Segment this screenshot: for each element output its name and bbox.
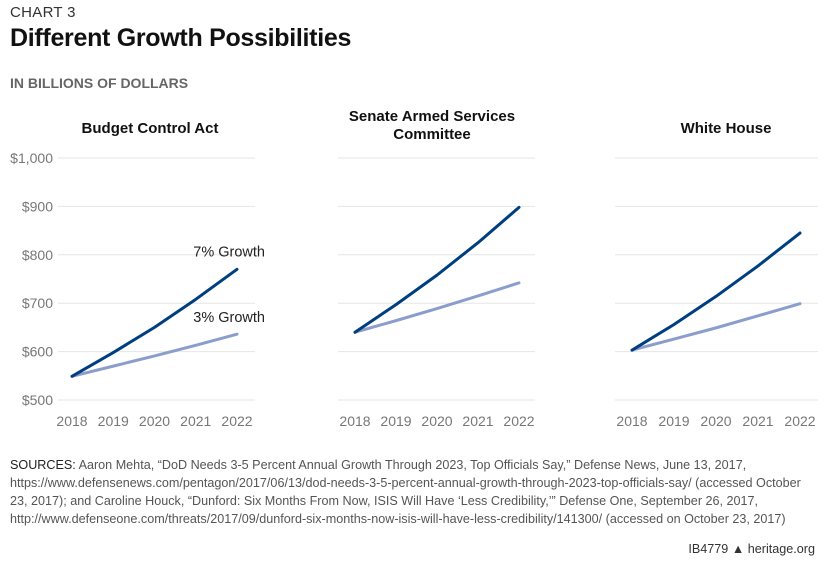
panel-title: White House — [681, 120, 772, 137]
chart-number: CHART 3 — [10, 4, 76, 21]
sources-text: Aaron Mehta, “DoD Needs 3-5 Percent Annu… — [10, 458, 801, 526]
panel-title: Senate Armed Services — [349, 108, 515, 125]
x-tick-label: 2019 — [98, 413, 129, 429]
x-tick-label: 2018 — [56, 413, 87, 429]
footer: IB4779 ▲ heritage.org — [688, 542, 815, 556]
charts-svg: $500 $600 $700 $800 $900 $1,000 2018 2019 2020 20… — [10, 108, 818, 429]
panel-title: Budget Control Act — [82, 120, 219, 137]
sources-label: SOURCES: — [10, 458, 76, 472]
series-line — [70, 332, 239, 378]
x-tick-label: 2022 — [784, 413, 815, 429]
series-line — [630, 302, 802, 352]
y-tick-label: $800 — [22, 247, 53, 263]
y-tick-label: $1,000 — [10, 150, 53, 166]
x-tick-label: 2020 — [421, 413, 452, 429]
sources: SOURCES: Aaron Mehta, “DoD Needs 3-5 Per… — [10, 456, 820, 528]
y-tick-label: $900 — [22, 198, 53, 214]
x-tick-label: 2022 — [503, 413, 534, 429]
liberty-bell-icon: ▲ — [731, 542, 745, 556]
x-tick-label: 2019 — [658, 413, 689, 429]
x-tick-label: 2019 — [380, 413, 411, 429]
series-line — [353, 205, 521, 334]
chart-title: Different Growth Possibilities — [10, 24, 352, 52]
x-tick-label: 2018 — [339, 413, 370, 429]
unit-label: IN BILLIONS OF DOLLARS — [10, 75, 189, 91]
x-tick-label: 2020 — [139, 413, 170, 429]
site-name: heritage.org — [747, 542, 815, 556]
x-tick-label: 2022 — [221, 413, 252, 429]
y-tick-label: $700 — [22, 295, 53, 311]
x-tick-label: 2021 — [742, 413, 773, 429]
series-line — [353, 281, 521, 334]
x-tick-label: 2021 — [180, 413, 211, 429]
x-tick-label: 2020 — [700, 413, 731, 429]
y-tick-label: $500 — [22, 392, 53, 408]
x-tick-label: 2021 — [462, 413, 493, 429]
series-label: 3% Growth — [193, 310, 265, 326]
series-label: 7% Growth — [193, 244, 265, 260]
y-tick-label: $600 — [22, 344, 53, 360]
report-id: IB4779 — [688, 542, 729, 556]
series-line — [630, 231, 802, 352]
x-tick-label: 2018 — [616, 413, 647, 429]
panel-title: Committee — [393, 126, 471, 143]
